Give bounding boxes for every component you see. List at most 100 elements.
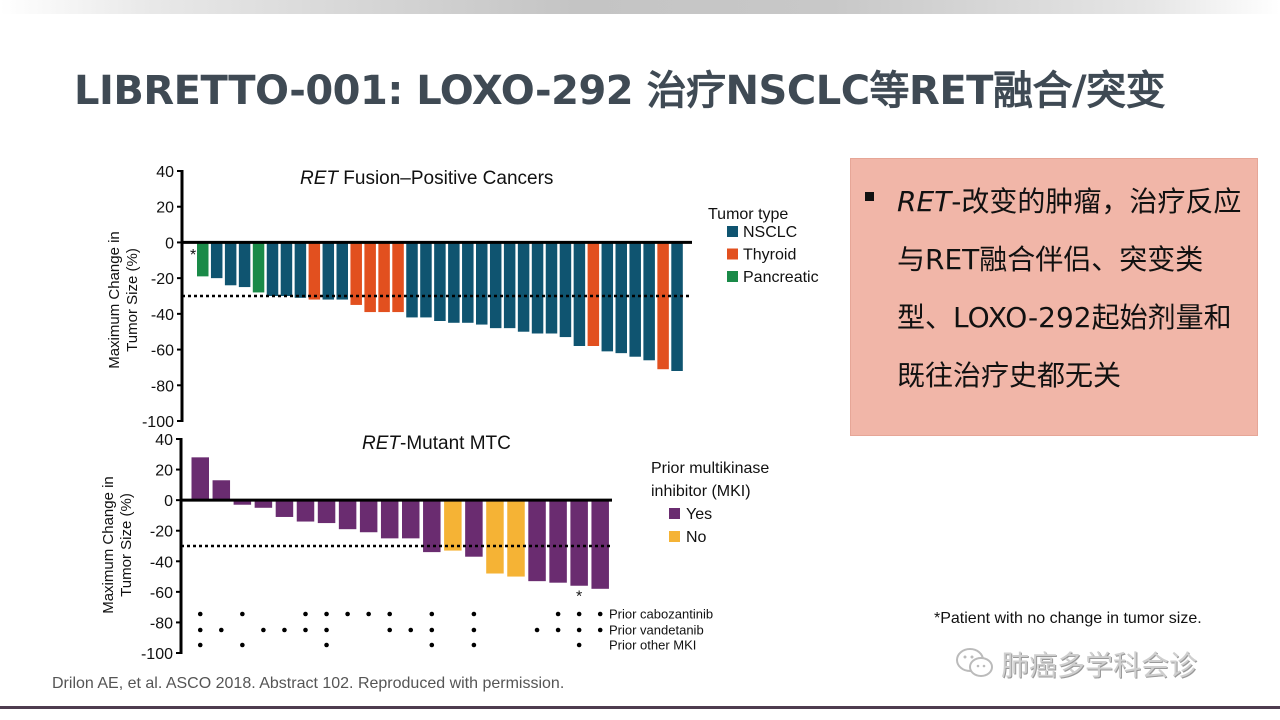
- waterfall-bar: [254, 500, 273, 508]
- waterfall-bar: [364, 242, 376, 313]
- y-tick-label: -100: [142, 414, 174, 431]
- waterfall-bar: [275, 500, 294, 517]
- waterfall-bar: [378, 242, 390, 313]
- watermark-text: 肺癌多学科会诊: [1001, 649, 1198, 682]
- y-tick-label: -20: [150, 524, 173, 541]
- legend-label: Thyroid: [743, 247, 796, 264]
- mtc-legend: Prior multikinase inhibitor (MKI) Yes No: [651, 460, 769, 546]
- prior-therapy-dot: [471, 627, 477, 633]
- waterfall-bar: [489, 242, 502, 329]
- y-tick-label: -60: [150, 585, 173, 602]
- fusion-ylabel-line1: Maximum Change in: [106, 231, 123, 369]
- mtc-ylabel-line2: Tumor Size (%): [118, 493, 135, 597]
- mtc-chart: RET-Mutant MTC Maximum Change in Tumor S…: [100, 432, 769, 663]
- y-tick-label: -80: [150, 615, 173, 632]
- waterfall-bar: [587, 242, 600, 346]
- waterfall-bar: [465, 500, 483, 557]
- prior-therapy-dot: [576, 611, 582, 617]
- prior-therapy-label: Prior cabozantinib: [609, 607, 713, 622]
- prior-therapy-dot: [345, 611, 350, 617]
- prior-therapy-dot: [387, 627, 393, 633]
- prior-therapy-dot: [408, 627, 414, 633]
- waterfall-bar: [212, 480, 231, 501]
- waterfall-bar: [559, 242, 572, 338]
- prior-therapy-dot: [324, 627, 329, 633]
- prior-therapy-dot: [534, 627, 540, 633]
- legend-swatch: [669, 508, 680, 519]
- legend-swatch: [727, 271, 738, 282]
- y-tick-label: 40: [156, 164, 174, 181]
- waterfall-bar: [224, 242, 237, 286]
- waterfall-bar: [406, 242, 418, 318]
- y-tick-label: -80: [151, 378, 174, 395]
- prior-therapy-dot: [261, 627, 266, 633]
- prior-therapy-dot: [555, 627, 561, 633]
- prior-therapy-dot: [324, 611, 329, 617]
- y-tick-label: 0: [165, 235, 174, 252]
- waterfall-bar: [252, 242, 265, 293]
- waterfall-bar: [266, 242, 279, 296]
- waterfall-bar: [448, 242, 460, 323]
- waterfall-bar: [402, 500, 420, 539]
- prior-therapy-dot: [324, 642, 329, 648]
- legend-swatch: [727, 248, 738, 260]
- y-tick-label: -60: [151, 343, 174, 360]
- waterfall-bar: [486, 500, 504, 574]
- mtc-legend-title-1: Prior multikinase: [651, 460, 769, 477]
- y-tick-label: -100: [141, 646, 173, 663]
- prior-therapy-dot: [576, 627, 582, 633]
- mtc-chart-title: RET-Mutant MTC: [362, 433, 511, 454]
- waterfall-bar: [392, 242, 404, 313]
- waterfall-bar: [531, 242, 544, 334]
- wechat-icon: [955, 647, 995, 681]
- waterfall-bar: [643, 242, 655, 361]
- legend-label: Yes: [686, 506, 712, 523]
- waterfall-bar: [549, 500, 567, 583]
- waterfall-bar: [601, 242, 614, 352]
- fusion-ylabel-line2: Tumor Size (%): [124, 248, 141, 352]
- prior-therapy-dot: [303, 611, 308, 617]
- waterfall-bar: [462, 242, 474, 323]
- waterfall-bar: [528, 500, 546, 582]
- waterfall-bar: [434, 242, 446, 321]
- waterfall-bar: [671, 242, 683, 371]
- waterfall-bar: [359, 500, 378, 533]
- bullet-square-icon: [865, 192, 874, 201]
- prior-therapy-dot: [240, 642, 245, 648]
- summary-panel: RET-改变的肿瘤，治疗反应与RET融合伴侣、突变类型、LOXO-292起始剂量…: [850, 158, 1258, 436]
- prior-therapy-dot: [197, 611, 203, 617]
- fusion-chart-title: RET Fusion–Positive Cancers: [300, 168, 553, 189]
- waterfall-bar: [476, 242, 488, 325]
- waterfall-bar: [294, 242, 307, 298]
- prior-therapy-dot: [429, 642, 435, 648]
- prior-therapy-dot: [429, 611, 435, 617]
- waterfall-bar: [444, 500, 462, 551]
- waterfall-bar: [233, 500, 252, 505]
- waterfall-bar: [570, 500, 588, 586]
- waterfall-bar: [420, 242, 432, 318]
- fusion-chart: RET Fusion–Positive Cancers Maximum Chan…: [106, 164, 819, 431]
- y-tick-label: 20: [156, 200, 174, 217]
- waterfall-bar: [629, 242, 641, 357]
- waterfall-bar: [296, 500, 315, 522]
- waterfall-bar: [423, 500, 441, 553]
- waterfall-bar: [615, 242, 627, 354]
- waterfall-bar: [210, 242, 223, 279]
- waterfall-bar: [657, 242, 669, 370]
- y-tick-label: 0: [164, 493, 173, 510]
- y-tick-label: -40: [150, 554, 173, 571]
- prior-therapy-dot: [555, 611, 561, 617]
- waterfall-bar: [380, 500, 399, 539]
- asterisk-footnote: *Patient with no change in tumor size.: [934, 610, 1202, 627]
- waterfall-bar: [336, 242, 348, 300]
- summary-text: RET-改变的肿瘤，治疗反应与RET融合伴侣、突变类型、LOXO-292起始剂量…: [897, 173, 1247, 405]
- slide-title: LIBRETTO-001: LOXO-292 治疗NSCLC等RET融合/突变: [74, 68, 1166, 114]
- citation: Drilon AE, et al. ASCO 2018. Abstract 10…: [52, 675, 565, 692]
- mtc-title-rest: -Mutant MTC: [400, 433, 511, 454]
- waterfall-bar: [507, 500, 525, 577]
- waterfall-bar: [191, 457, 209, 501]
- legend-label: Pancreatic: [743, 269, 819, 286]
- prior-therapy-dot: [303, 627, 308, 633]
- fusion-legend: Tumor type NSCLC Thyroid Pancreatic: [708, 206, 819, 286]
